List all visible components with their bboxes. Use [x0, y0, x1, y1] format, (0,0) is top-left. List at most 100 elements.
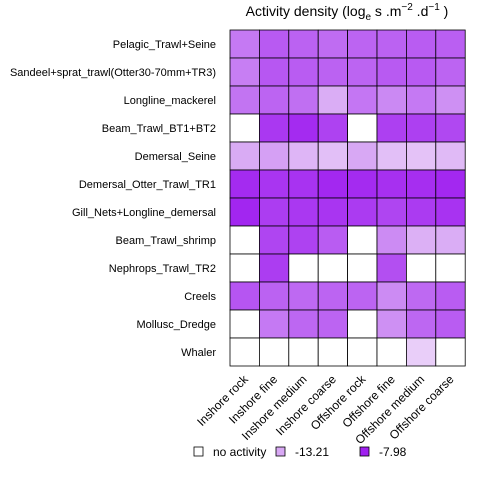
heatmap-cell: [376, 85, 407, 115]
heatmap-cell: [347, 197, 378, 227]
heatmap-cell: [435, 113, 466, 143]
heatmap-cell: [435, 29, 466, 59]
heatmap-cell: [288, 85, 319, 115]
heatmap-cell: [405, 281, 437, 311]
heatmap-cell: [347, 113, 378, 143]
row-label: Pelagic_Trawl+Seine: [113, 39, 216, 51]
heatmap-cell: [229, 225, 260, 255]
heatmap-cell: [376, 197, 407, 227]
heatmap-cell: [405, 337, 437, 367]
heatmap-cell: [288, 253, 319, 283]
row-label: Beam_Trawl_BT1+BT2: [102, 123, 216, 135]
heatmap-cell: [405, 225, 437, 255]
heatmap-cell: [376, 253, 407, 283]
heatmap-cell: [405, 113, 437, 143]
heatmap-cell: [288, 29, 319, 59]
heatmap-cell: [435, 197, 466, 227]
heatmap-cell: [317, 225, 349, 255]
heatmap-cell: [258, 309, 290, 339]
title-subscript-e: e: [365, 12, 371, 23]
row-label: Longline_mackerel: [124, 95, 216, 107]
heatmap-cell: [317, 169, 349, 199]
title-superscript-m: −2: [401, 2, 413, 13]
row-labels: Pelagic_Trawl+Seine Sandeel+sprat_trawl(O…: [10, 39, 217, 359]
heatmap-cell: [288, 113, 319, 143]
heatmap-cell: [405, 253, 437, 283]
heatmap-cell: [258, 29, 290, 59]
heatmap-cell: [347, 253, 378, 283]
heatmap-cell: [258, 141, 290, 171]
heatmap-cell: [435, 281, 466, 311]
heatmap-cell: [376, 113, 407, 143]
heatmap-cell: [376, 29, 407, 59]
heatmap-cell: [258, 197, 290, 227]
legend-label: -13.21: [295, 445, 329, 459]
heatmap-cell: [405, 169, 437, 199]
legend-swatch: [359, 446, 370, 457]
heatmap-cell: [317, 113, 349, 143]
chart-title: Activity density (loge s .m−2 .d−1 ): [246, 2, 449, 23]
row-label: Creels: [184, 291, 216, 303]
row-label: Nephrops_Trawl_TR2: [109, 263, 216, 275]
heatmap-cell: [347, 57, 378, 87]
heatmap-cell: [258, 225, 290, 255]
heatmap-cell: [229, 337, 260, 367]
heatmap-cell: [288, 337, 319, 367]
title-superscript-d: −1: [428, 2, 440, 13]
heatmap-cell: [405, 85, 437, 115]
heatmap-cell: [317, 29, 349, 59]
heatmap-cell: [258, 281, 290, 311]
heatmap-cell: [376, 57, 407, 87]
row-label: Beam_Trawl_shrimp: [116, 235, 216, 247]
heatmap-cell: [435, 169, 466, 199]
heatmap-cell: [317, 85, 349, 115]
heatmap-cell: [347, 281, 378, 311]
heatmap-cell: [229, 169, 260, 199]
row-label: Gill_Nets+Longline_demersal: [72, 207, 216, 219]
row-label: Sandeel+sprat_trawl(Otter30-70mm+TR3): [10, 67, 216, 79]
heatmap-cell: [229, 197, 260, 227]
heatmap-cell: [229, 29, 260, 59]
heatmap-cell: [317, 57, 349, 87]
heatmap-cell: [229, 113, 260, 143]
heatmap-cell: [288, 281, 319, 311]
heatmap-cell: [229, 309, 260, 339]
heatmap-cell: [405, 57, 437, 87]
heatmap-cell: [435, 141, 466, 171]
heatmap-cell: [258, 57, 290, 87]
heatmap-cell: [347, 337, 378, 367]
legend-label: no activity: [213, 445, 266, 459]
heatmap-cell: [347, 309, 378, 339]
heatmap-cell: [405, 197, 437, 227]
heatmap-cell: [288, 141, 319, 171]
heatmap-cell: [347, 85, 378, 115]
heatmap-cell: [317, 281, 349, 311]
row-label: Demersal_Seine: [135, 151, 216, 163]
heatmap-cell: [288, 57, 319, 87]
heatmap-cell: [435, 85, 466, 115]
heatmap-cell: [288, 169, 319, 199]
heatmap-cell: [317, 197, 349, 227]
heatmap-cell: [258, 113, 290, 143]
legend-label: -7.98: [379, 445, 407, 459]
heatmap-cell: [229, 141, 260, 171]
legend: no activity -13.21 -7.98: [193, 445, 407, 459]
heatmap-cell: [435, 57, 466, 87]
heatmap-cell: [405, 141, 437, 171]
heatmap-cell: [376, 169, 407, 199]
heatmap-cell: [376, 281, 407, 311]
heatmap-cell: [317, 141, 349, 171]
heatmap-cell: [435, 253, 466, 283]
heatmap-cell: [258, 85, 290, 115]
heatmap-cell: [347, 169, 378, 199]
heatmap-cell: [288, 197, 319, 227]
heatmap-cell: [288, 309, 319, 339]
heatmap-cell: [376, 309, 407, 339]
heatmap-cell: [258, 337, 290, 367]
legend-swatch: [275, 446, 286, 457]
row-label: Mollusc_Dredge: [137, 319, 216, 331]
heatmap-cell: [229, 281, 260, 311]
heatmap-cell: [347, 29, 378, 59]
heatmap-cell: [347, 225, 378, 255]
heatmap-cell: [435, 337, 466, 367]
